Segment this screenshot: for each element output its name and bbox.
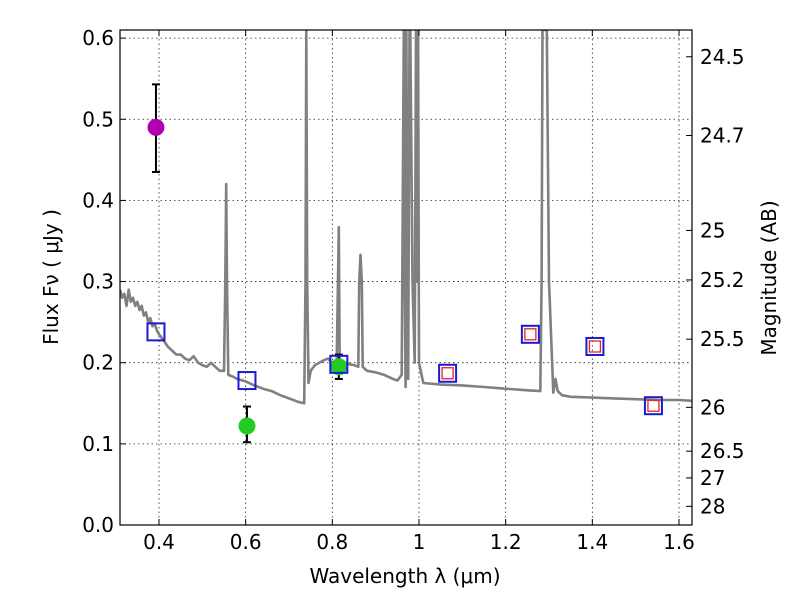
photometry-markers xyxy=(146,83,663,444)
x-tick-label: 1.4 xyxy=(576,530,608,554)
model-flux-square xyxy=(585,336,605,356)
sed-model-line xyxy=(120,30,692,405)
x-tick-label: 0.6 xyxy=(230,530,262,554)
observed-flux-square xyxy=(588,340,602,353)
y2-axis-title: Magnitude (AB) xyxy=(757,200,781,355)
y2-ticks: 24.5 24.7 25 25.2 25.5 26 26.5 27 28 xyxy=(686,45,745,518)
y2-tick-label: 27 xyxy=(700,466,725,490)
plot-frame xyxy=(119,29,693,526)
x-tick-label: 1 xyxy=(413,530,426,554)
green-data-point xyxy=(238,417,256,435)
x-tick-label: 0.8 xyxy=(316,530,348,554)
y-ticks: 0.0 0.1 0.2 0.3 0.4 0.5 0.6 xyxy=(82,26,126,537)
x-tick-label: 1.6 xyxy=(663,530,695,554)
y2-tick-label: 28 xyxy=(700,494,725,518)
green-data-point xyxy=(330,358,348,376)
y-tick-label: 0.6 xyxy=(82,26,114,50)
x-tick-label: 0.4 xyxy=(143,530,175,554)
x-tick-label: 1.2 xyxy=(490,530,522,554)
y-axis-title: Flux Fν ( μJy ) xyxy=(39,209,63,345)
y2-tick-label: 25.5 xyxy=(700,327,745,351)
magenta-data-point xyxy=(147,118,165,136)
y2-tick-label: 26.5 xyxy=(700,439,745,463)
y-tick-label: 0.3 xyxy=(82,270,114,294)
y2-tick-label: 25.2 xyxy=(700,268,745,292)
model-flux-square xyxy=(237,371,257,391)
observed-flux-square xyxy=(647,399,660,412)
y2-tick-label: 24.5 xyxy=(700,45,745,69)
x-ticks: 0.4 0.6 0.8 1 1.2 1.4 1.6 xyxy=(143,30,695,554)
y2-tick-label: 26 xyxy=(700,395,725,419)
model-flux-square xyxy=(438,363,458,383)
model-flux-square xyxy=(643,396,663,416)
y2-tick-label: 24.7 xyxy=(700,123,745,147)
y-tick-label: 0.5 xyxy=(82,107,114,131)
y-tick-label: 0.0 xyxy=(82,513,114,537)
sed-model-layer xyxy=(120,30,692,405)
model-flux-square xyxy=(146,322,166,342)
y-tick-label: 0.4 xyxy=(82,188,114,212)
observed-flux-square xyxy=(441,367,454,380)
y2-tick-label: 25 xyxy=(700,218,725,242)
observed-flux-square xyxy=(524,328,537,341)
x-axis-title: Wavelength λ (μm) xyxy=(309,564,500,588)
model-flux-square xyxy=(329,354,349,374)
model-flux-square xyxy=(520,324,540,344)
y-tick-label: 0.2 xyxy=(82,351,114,375)
y-tick-label: 0.1 xyxy=(82,432,114,456)
